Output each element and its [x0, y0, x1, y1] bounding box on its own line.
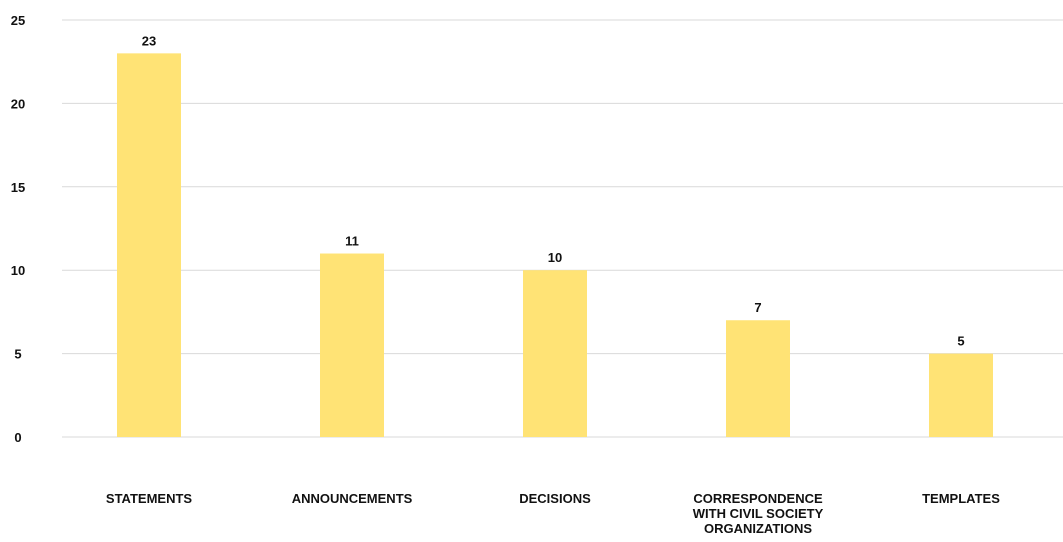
- data-labels: 23 11 10 7 5: [142, 33, 965, 348]
- category-label: CORRESPONDENCE WITH CIVIL SOCIETY ORGANIZA…: [693, 491, 824, 536]
- category-label-line: STATEMENTS: [106, 491, 193, 506]
- category-label-line: ANNOUNCEMENTS: [292, 491, 413, 506]
- bar: [117, 53, 181, 438]
- category-label: STATEMENTS: [106, 491, 193, 506]
- y-tick-label: 15: [11, 180, 25, 195]
- y-tick-label: 0: [14, 430, 21, 445]
- data-label: 10: [548, 250, 562, 265]
- category-label-line: CORRESPONDENCE: [693, 491, 823, 506]
- category-label-line: TEMPLATES: [922, 491, 1000, 506]
- y-tick-label: 5: [14, 347, 21, 362]
- bar: [726, 320, 790, 437]
- bar: [929, 353, 993, 437]
- data-label: 11: [345, 234, 359, 249]
- y-axis-ticks: 0 5 10 15 20 25: [11, 13, 25, 445]
- data-label: 23: [142, 33, 156, 48]
- bars: [117, 53, 993, 438]
- category-label-line: DECISIONS: [519, 491, 591, 506]
- category-label-line: ORGANIZATIONS: [704, 521, 812, 536]
- category-label: DECISIONS: [519, 491, 591, 506]
- category-label: TEMPLATES: [922, 491, 1000, 506]
- bar: [523, 270, 587, 437]
- y-tick-label: 10: [11, 263, 25, 278]
- y-tick-label: 25: [11, 13, 25, 28]
- y-tick-label: 20: [11, 96, 25, 111]
- data-label: 7: [754, 300, 761, 315]
- category-label-line: WITH CIVIL SOCIETY: [693, 506, 824, 521]
- category-label: ANNOUNCEMENTS: [292, 491, 413, 506]
- data-label: 5: [957, 334, 964, 349]
- x-axis-categories: STATEMENTS ANNOUNCEMENTS DECISIONS CORRESPO…: [106, 491, 1000, 536]
- bar: [320, 253, 384, 437]
